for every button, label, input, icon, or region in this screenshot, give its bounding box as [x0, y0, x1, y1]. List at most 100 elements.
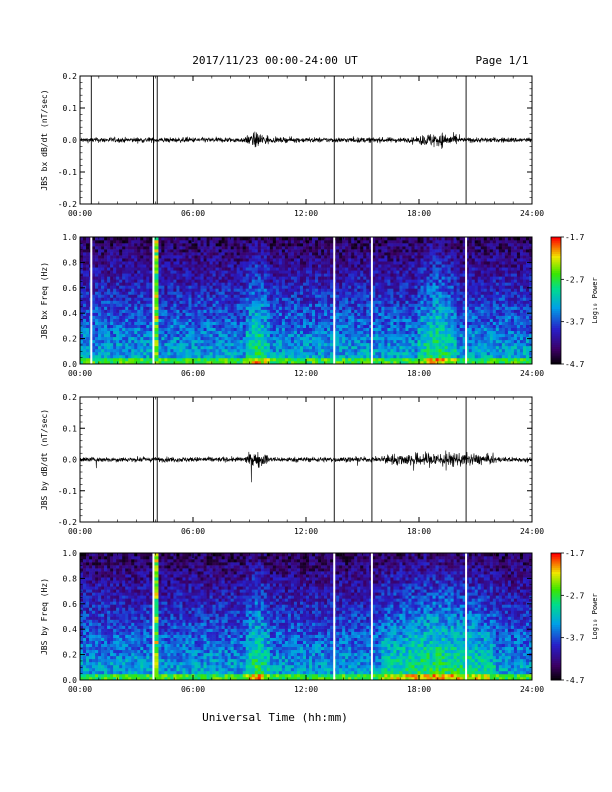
colorbar-segment	[551, 336, 561, 339]
colorbar-segment	[551, 334, 561, 337]
broadband-stripe	[154, 324, 159, 329]
colorbar-frame	[550, 236, 562, 365]
broadband-stripe	[154, 601, 159, 605]
broadband-stripe	[154, 336, 159, 341]
broadband-stripe	[154, 303, 159, 307]
colorbar-segment	[551, 561, 561, 564]
y-tick-label: 0.4	[63, 309, 78, 318]
colorbar-segment	[551, 599, 561, 603]
broadband-stripe	[154, 333, 159, 338]
x-tick-label: 06:00	[181, 209, 205, 218]
broadband-stripe	[154, 312, 159, 316]
x-tick-label: 18:00	[407, 527, 431, 536]
by-spectrogram-panel: 1.0 0.8 0.6 0.4 0.2 0.000:00 06:00 12:00 18:00 24…	[40, 549, 544, 694]
colorbar-segment	[551, 317, 561, 320]
colorbar-segment	[551, 308, 561, 312]
x-tick-label: 24:00	[520, 685, 544, 694]
broadband-stripe	[154, 625, 159, 629]
broadband-stripe	[154, 288, 159, 292]
broadband-stripe	[154, 613, 159, 617]
colorbar-segment	[551, 300, 561, 304]
broadband-stripe	[154, 273, 159, 277]
colorbar-segment	[551, 671, 561, 675]
broadband-stripe	[154, 640, 159, 645]
colorbar-segment	[551, 338, 561, 342]
colorbar-segment	[551, 359, 561, 363]
colorbar-segment	[551, 656, 561, 660]
x-tick-label: 06:00	[181, 685, 205, 694]
colorbar-segment	[551, 313, 561, 316]
colorbar-segment	[551, 652, 561, 655]
gap-stripe	[333, 237, 336, 364]
colorbar-segment	[551, 608, 561, 611]
y-tick-label: 0.2	[63, 335, 78, 344]
colorbar-segment	[551, 574, 561, 577]
gap-stripe	[465, 237, 468, 364]
colorbar-segment	[551, 319, 561, 323]
broadband-stripe	[154, 300, 159, 304]
x-tick-label: 24:00	[520, 209, 544, 218]
broadband-stripe	[154, 267, 159, 271]
colorbar-segment	[551, 553, 561, 556]
colorbar-segment	[551, 667, 561, 670]
colorbar-segment	[551, 266, 561, 270]
x-tick-label: 18:00	[407, 685, 431, 694]
broadband-stripe	[154, 598, 159, 602]
colorbar-segment	[551, 677, 561, 681]
broadband-stripe	[154, 354, 159, 359]
bx-colorbar: -1.7 -2.7 -3.7 -4.7 Log₁₀ Power	[550, 233, 599, 369]
broadband-stripe	[154, 291, 159, 295]
x-tick-label: 24:00	[520, 527, 544, 536]
broadband-stripe	[154, 255, 159, 259]
broadband-stripe	[154, 342, 159, 347]
colorbar-segment	[551, 580, 561, 584]
colorbar-segment	[551, 361, 561, 365]
broadband-stripe	[154, 360, 159, 365]
colorbar-segment	[551, 285, 561, 289]
y-tick-label: 0.0	[63, 360, 78, 369]
colorbar-segment	[551, 578, 561, 581]
bx-dbdt-panel: 0.2 0.1 0.0 -0.1 -0.200:00 06:00 12:00 18:00 24:…	[40, 72, 544, 218]
broadband-stripe	[154, 321, 159, 325]
colorbar-segment	[551, 292, 561, 295]
x-tick-label: 18:00	[407, 209, 431, 218]
colorbar-segment	[551, 247, 561, 251]
broadband-stripe	[154, 345, 159, 350]
broadband-stripe	[154, 565, 159, 569]
colorbar-segment	[551, 635, 561, 639]
plot-frame	[79, 236, 533, 365]
broadband-stripe	[154, 586, 159, 590]
broadband-stripe	[154, 661, 159, 666]
colorbar-segment	[551, 620, 561, 624]
x-tick-label: 12:00	[294, 685, 318, 694]
broadband-stripe	[154, 631, 159, 635]
colorbar-segment	[551, 243, 561, 246]
colorbar-segment	[551, 298, 561, 301]
colorbar-segment	[551, 572, 561, 575]
colorbar-segment	[551, 559, 561, 562]
broadband-stripe	[154, 577, 159, 581]
colorbar-segment	[551, 593, 561, 596]
x-tick-label: 18:00	[407, 369, 431, 378]
broadband-stripe	[154, 646, 159, 651]
broadband-stripe	[154, 673, 159, 678]
broadband-stripe	[154, 264, 159, 268]
broadband-stripe	[154, 306, 159, 310]
broadband-stripe	[154, 610, 159, 614]
plot-frame	[79, 552, 533, 681]
x-tick-label: 12:00	[294, 527, 318, 536]
broadband-stripe	[154, 634, 159, 638]
broadband-stripe	[154, 619, 159, 623]
broadband-stripe	[154, 643, 159, 648]
broadband-stripe	[154, 261, 159, 265]
broadband-stripe	[154, 589, 159, 593]
broadband-stripe	[154, 348, 159, 353]
broadband-stripe	[154, 562, 159, 566]
colorbar-segment	[551, 627, 561, 630]
colorbar-segment	[551, 311, 561, 314]
broadband-stripe	[154, 279, 159, 283]
gap-stripe	[333, 553, 336, 680]
by-colorbar: -1.7 -2.7 -3.7 -4.7 Log₁₀ Power	[550, 549, 599, 685]
colorbar-segment	[551, 588, 561, 592]
colorbar-segment	[551, 328, 561, 331]
